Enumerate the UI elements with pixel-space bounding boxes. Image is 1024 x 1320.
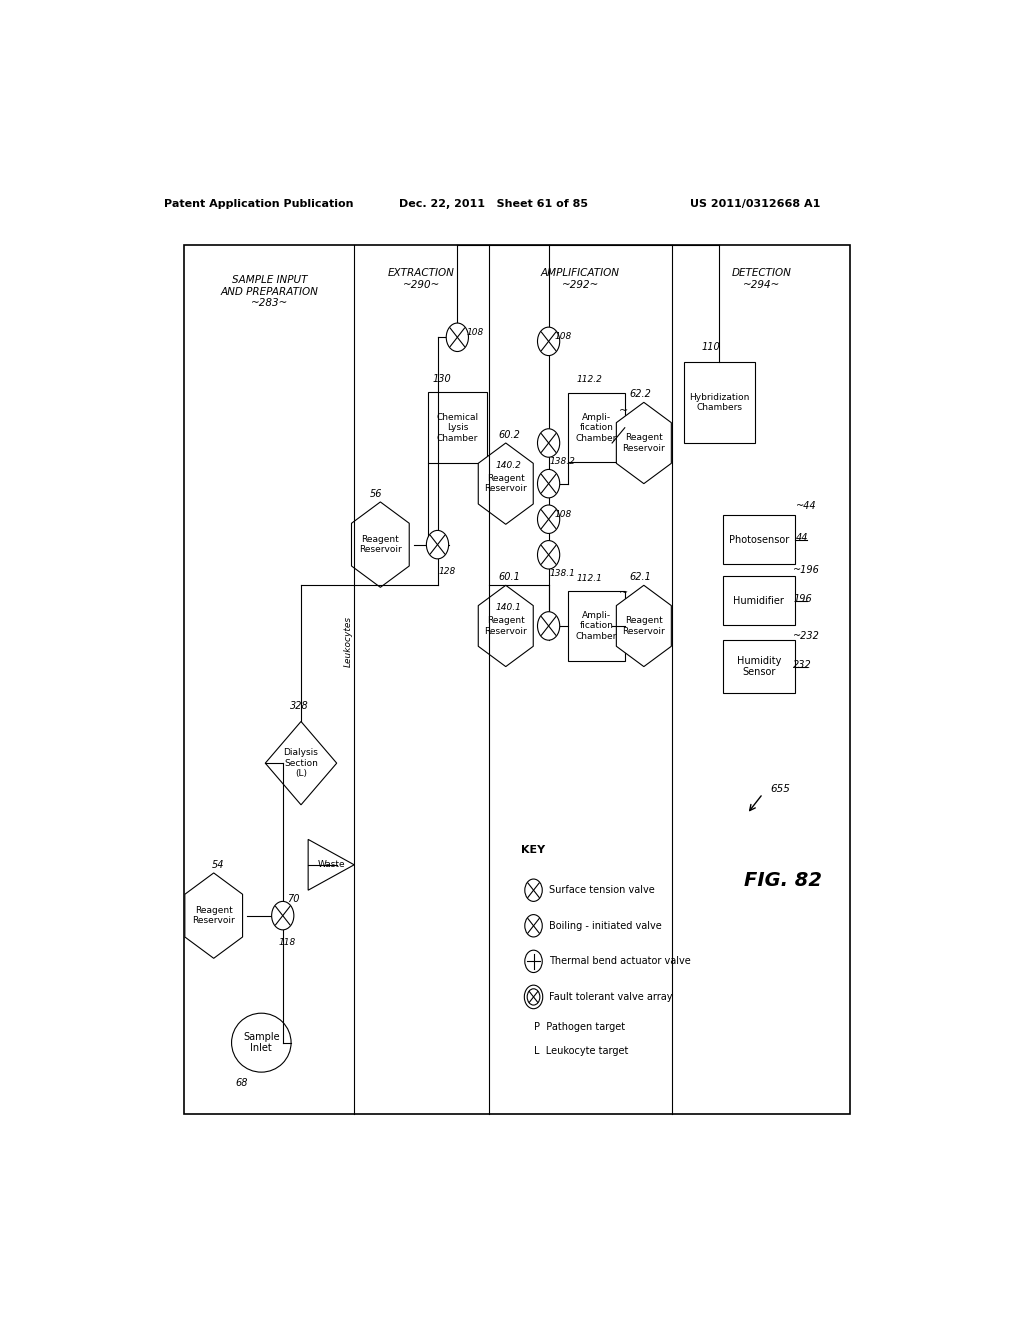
Text: Reagent
Reservoir: Reagent Reservoir: [484, 616, 527, 636]
Circle shape: [271, 902, 294, 929]
Text: 128: 128: [438, 566, 456, 576]
Text: 196: 196: [794, 594, 812, 603]
FancyBboxPatch shape: [183, 244, 850, 1114]
Text: Fault tolerant valve array: Fault tolerant valve array: [549, 991, 672, 1002]
Text: Humidity
Sensor: Humidity Sensor: [736, 656, 781, 677]
Polygon shape: [185, 873, 243, 958]
Text: 108: 108: [554, 510, 571, 519]
FancyBboxPatch shape: [428, 392, 487, 463]
Polygon shape: [351, 502, 410, 587]
Text: 108: 108: [466, 327, 483, 337]
Text: Reagent
Reservoir: Reagent Reservoir: [193, 906, 236, 925]
Text: ~44: ~44: [797, 502, 817, 511]
Text: 138.2: 138.2: [550, 457, 575, 466]
Text: 70: 70: [287, 895, 299, 904]
Circle shape: [538, 541, 560, 569]
Text: 110: 110: [701, 342, 721, 352]
Text: SAMPLE INPUT
AND PREPARATION
~283~: SAMPLE INPUT AND PREPARATION ~283~: [220, 276, 318, 309]
Ellipse shape: [231, 1014, 291, 1072]
Circle shape: [538, 506, 560, 533]
Text: 112.1: 112.1: [577, 574, 603, 582]
Text: 328: 328: [290, 701, 309, 711]
Text: Photosensor: Photosensor: [729, 535, 790, 545]
Text: Reagent
Reservoir: Reagent Reservoir: [484, 474, 527, 494]
Text: L  Leukocyte target: L Leukocyte target: [534, 1045, 628, 1056]
FancyBboxPatch shape: [723, 515, 795, 564]
Text: 62.1: 62.1: [629, 572, 651, 582]
Circle shape: [538, 611, 560, 640]
Circle shape: [525, 950, 543, 973]
FancyBboxPatch shape: [723, 576, 795, 624]
Text: ~196: ~196: [794, 565, 820, 576]
Circle shape: [525, 915, 543, 937]
Text: 655: 655: [771, 784, 791, 793]
Polygon shape: [616, 585, 672, 667]
Polygon shape: [478, 444, 534, 524]
Polygon shape: [308, 840, 354, 890]
Text: US 2011/0312668 A1: US 2011/0312668 A1: [690, 199, 820, 209]
Text: Leukocytes: Leukocytes: [343, 615, 352, 667]
Text: 60.2: 60.2: [499, 430, 520, 440]
FancyBboxPatch shape: [567, 393, 625, 462]
Text: Sample
Inlet: Sample Inlet: [243, 1032, 280, 1053]
Text: ~232: ~232: [794, 631, 820, 642]
Text: 130: 130: [432, 374, 451, 384]
Text: 232: 232: [794, 660, 812, 669]
Circle shape: [527, 989, 540, 1005]
Text: 108: 108: [554, 331, 571, 341]
Text: ~: ~: [620, 405, 629, 416]
Text: 62.2: 62.2: [629, 389, 651, 399]
Text: Reagent
Reservoir: Reagent Reservoir: [623, 433, 666, 453]
Text: DETECTION
~294~: DETECTION ~294~: [731, 268, 792, 290]
Text: Ampli-
fication
Chamber: Ampli- fication Chamber: [575, 611, 616, 640]
FancyBboxPatch shape: [567, 591, 625, 660]
Text: 140.1: 140.1: [496, 603, 522, 612]
Text: Dec. 22, 2011   Sheet 61 of 85: Dec. 22, 2011 Sheet 61 of 85: [398, 199, 588, 209]
Text: 118: 118: [279, 937, 295, 946]
Text: FIG. 82: FIG. 82: [743, 871, 821, 890]
Polygon shape: [265, 722, 337, 805]
Text: 44: 44: [797, 532, 809, 543]
Polygon shape: [616, 403, 672, 483]
Circle shape: [426, 531, 449, 558]
Circle shape: [446, 323, 468, 351]
Text: 54: 54: [211, 859, 224, 870]
Text: 56: 56: [370, 488, 383, 499]
Text: 138.1: 138.1: [550, 569, 575, 578]
Text: P  Pathogen target: P Pathogen target: [534, 1023, 625, 1032]
Circle shape: [538, 470, 560, 498]
Text: Waste: Waste: [317, 861, 345, 870]
Text: 112.2: 112.2: [577, 375, 603, 384]
Text: 68: 68: [236, 1078, 248, 1088]
Text: KEY: KEY: [521, 845, 545, 854]
Text: ~: ~: [620, 589, 629, 598]
Text: EXTRACTION
~290~: EXTRACTION ~290~: [388, 268, 455, 290]
Text: Thermal bend actuator valve: Thermal bend actuator valve: [549, 957, 690, 966]
Text: Hybridization
Chambers: Hybridization Chambers: [689, 392, 750, 412]
Text: Humidifier: Humidifier: [733, 595, 784, 606]
Text: 60.1: 60.1: [499, 572, 520, 582]
FancyBboxPatch shape: [684, 362, 755, 444]
Text: Ampli-
fication
Chamber: Ampli- fication Chamber: [575, 413, 616, 442]
Text: Boiling - initiated valve: Boiling - initiated valve: [549, 921, 662, 931]
Text: Reagent
Reservoir: Reagent Reservoir: [623, 616, 666, 636]
Text: 140.2: 140.2: [496, 461, 522, 470]
Text: Chemical
Lysis
Chamber: Chemical Lysis Chamber: [436, 413, 478, 442]
Text: Reagent
Reservoir: Reagent Reservoir: [359, 535, 401, 554]
Circle shape: [538, 429, 560, 457]
Circle shape: [525, 879, 543, 902]
Text: Patent Application Publication: Patent Application Publication: [164, 199, 353, 209]
Polygon shape: [478, 585, 534, 667]
Circle shape: [538, 327, 560, 355]
Text: Surface tension valve: Surface tension valve: [549, 886, 654, 895]
FancyBboxPatch shape: [723, 640, 795, 693]
Text: AMPLIFICATION
~292~: AMPLIFICATION ~292~: [541, 268, 620, 290]
Text: Dialysis
Section
(L): Dialysis Section (L): [284, 748, 318, 777]
